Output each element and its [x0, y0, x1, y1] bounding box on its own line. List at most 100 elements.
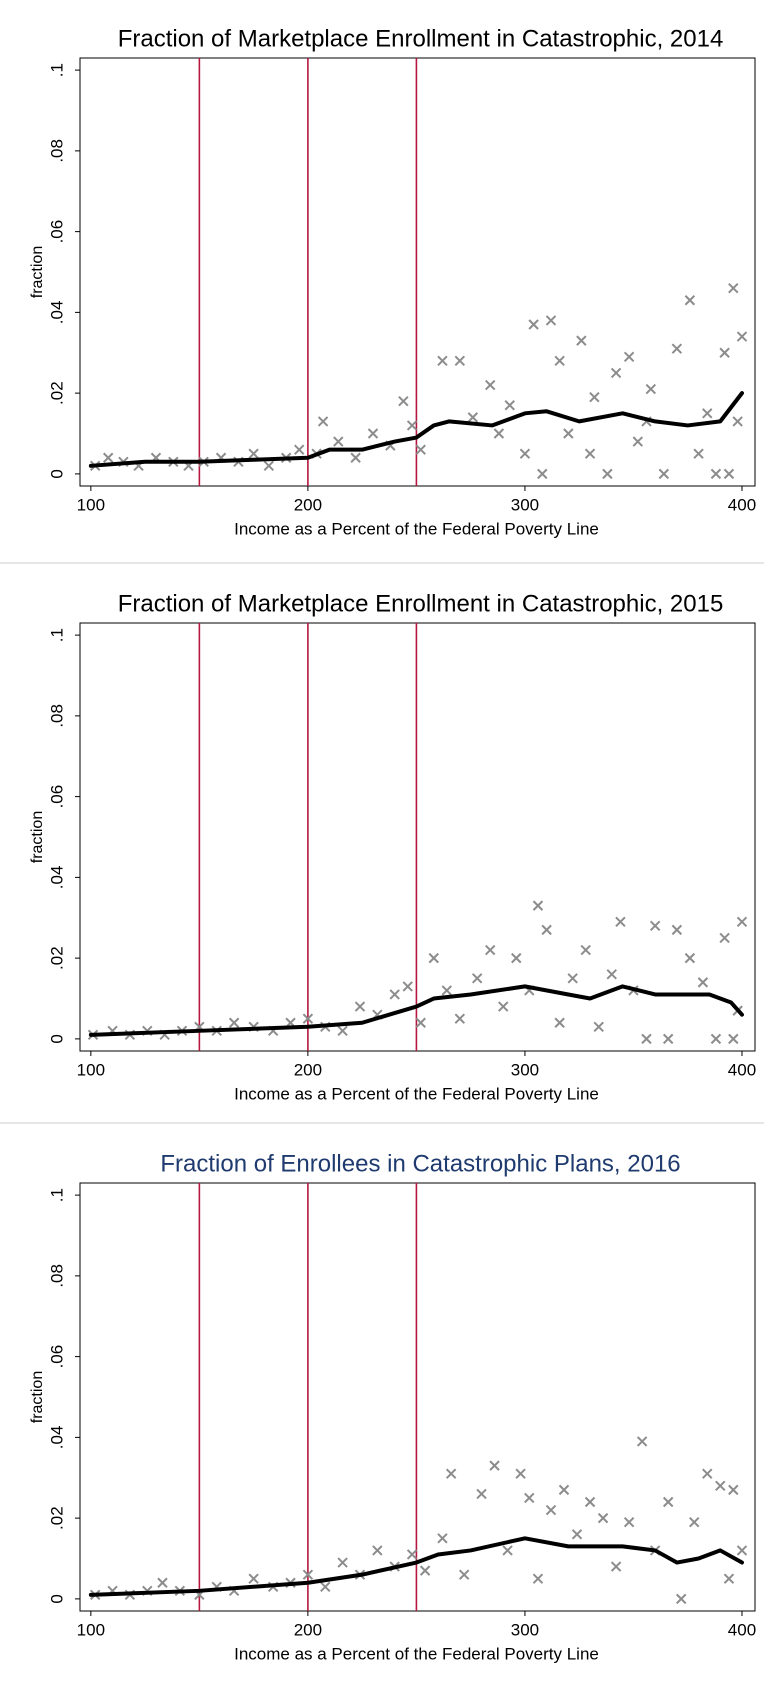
scatter-marker: [248, 448, 259, 459]
x-tick-label: 400: [728, 1620, 756, 1639]
scatter-marker: [428, 952, 439, 964]
scatter-marker: [545, 315, 557, 326]
scatter-marker: [702, 408, 713, 419]
y-tick-label: .02: [47, 946, 66, 970]
y-tick-label: .1: [47, 628, 66, 642]
plot-frame: [79, 622, 756, 1052]
scatter-marker: [610, 367, 622, 379]
y-tick-label: .04: [47, 1426, 66, 1450]
scatter-marker: [702, 1468, 713, 1479]
scatter-marker: [333, 436, 344, 447]
scatter-marker: [597, 1512, 609, 1524]
scatter-marker: [493, 428, 505, 439]
y-axis-label: fraction: [29, 1371, 46, 1423]
scatter-marker: [576, 335, 587, 346]
scatter-marker: [228, 1017, 240, 1028]
scatter-marker: [571, 1529, 583, 1540]
scatter-marker: [458, 1569, 470, 1580]
x-tick-label: 100: [77, 495, 105, 514]
scatter-marker: [441, 985, 453, 996]
x-axis-label: Income as a Percent of the Federal Pover…: [234, 1084, 599, 1103]
scatter-marker: [532, 1573, 544, 1584]
scatter-marker: [563, 428, 574, 439]
scatter-marker: [406, 420, 418, 431]
fit-line: [88, 1536, 744, 1597]
x-tick-label: 300: [511, 495, 539, 514]
x-tick-label: 200: [294, 1620, 322, 1639]
scatter-marker: [471, 973, 483, 984]
y-axis-label: fraction: [29, 246, 46, 298]
scatter-marker: [593, 1021, 604, 1032]
scatter-marker: [662, 1496, 674, 1508]
scatter-marker: [684, 295, 696, 306]
scatter-marker: [415, 444, 426, 455]
scatter-marker: [545, 1504, 557, 1516]
fit-line: [88, 984, 744, 1037]
scatter-marker: [389, 989, 400, 1000]
chart-panel: Fraction of Marketplace Enrollment in Ca…: [0, 562, 764, 1103]
x-tick-label: 200: [294, 1060, 322, 1079]
scatter-marker: [537, 468, 548, 480]
scatter-marker: [437, 355, 448, 367]
y-tick-label: .1: [47, 1188, 66, 1202]
x-tick-label: 400: [728, 495, 756, 514]
chart-title: Fraction of Marketplace Enrollment in Ca…: [118, 25, 724, 52]
scatter-marker: [728, 1484, 739, 1496]
scatter-marker: [524, 1492, 535, 1504]
scatter-marker: [649, 920, 661, 932]
scatter-marker: [476, 1488, 487, 1500]
scatter-marker: [645, 383, 657, 395]
scatter-marker: [498, 1001, 509, 1012]
scatter-marker: [302, 1013, 314, 1024]
y-tick-label: 0: [47, 1034, 66, 1043]
x-tick-label: 300: [511, 1060, 539, 1079]
scatter-marker: [337, 1557, 348, 1568]
scatter-marker: [467, 412, 479, 423]
scatter-marker: [632, 436, 644, 447]
scatter-marker: [710, 468, 722, 480]
y-tick-label: .08: [47, 704, 66, 728]
y-tick-label: .08: [47, 139, 66, 163]
scatter-marker: [567, 973, 578, 984]
scatter-marker: [263, 460, 275, 472]
scatter-marker: [454, 355, 466, 367]
scatter-marker: [103, 452, 114, 463]
scatter-marker: [337, 1025, 348, 1037]
y-tick-label: .06: [47, 1345, 66, 1369]
chart-panel: Fraction of Enrollees in Catastrophic Pl…: [0, 1122, 764, 1663]
scatter-marker: [320, 1581, 331, 1592]
scatter-marker: [454, 1013, 466, 1024]
y-tick-label: .06: [47, 220, 66, 244]
scatter-marker: [580, 944, 591, 956]
scatter-marker: [728, 282, 739, 294]
scatter-marker: [445, 1468, 457, 1479]
scatter-marker: [528, 319, 539, 330]
scatter-marker: [485, 944, 496, 956]
scatter-marker: [641, 1033, 652, 1045]
plot-frame: [79, 1182, 756, 1612]
scatter-marker: [736, 331, 748, 342]
scatter-marker: [504, 400, 515, 411]
scatter-marker: [402, 981, 413, 992]
x-axis-label: Income as a Percent of the Federal Pover…: [234, 519, 599, 538]
scatter-marker: [541, 924, 552, 936]
scatter-marker: [732, 416, 743, 427]
scatter-marker: [350, 452, 361, 463]
scatter-marker: [610, 1561, 622, 1572]
scatter-marker: [157, 1577, 168, 1588]
y-tick-label: .1: [47, 63, 66, 77]
scatter-marker: [658, 468, 670, 480]
chart-title: Fraction of Marketplace Enrollment in Ca…: [118, 590, 724, 617]
scatter-marker: [693, 448, 704, 459]
scatter-marker: [589, 391, 600, 403]
x-tick-label: 300: [511, 1620, 539, 1639]
scatter-marker: [675, 1593, 687, 1605]
scatter-marker: [697, 977, 709, 988]
scatter-marker: [615, 916, 626, 927]
scatter-marker: [485, 379, 496, 391]
scatter-marker: [502, 1545, 513, 1556]
plot-frame: [79, 57, 756, 487]
scatter-marker: [623, 351, 635, 362]
scatter-marker: [584, 448, 596, 459]
